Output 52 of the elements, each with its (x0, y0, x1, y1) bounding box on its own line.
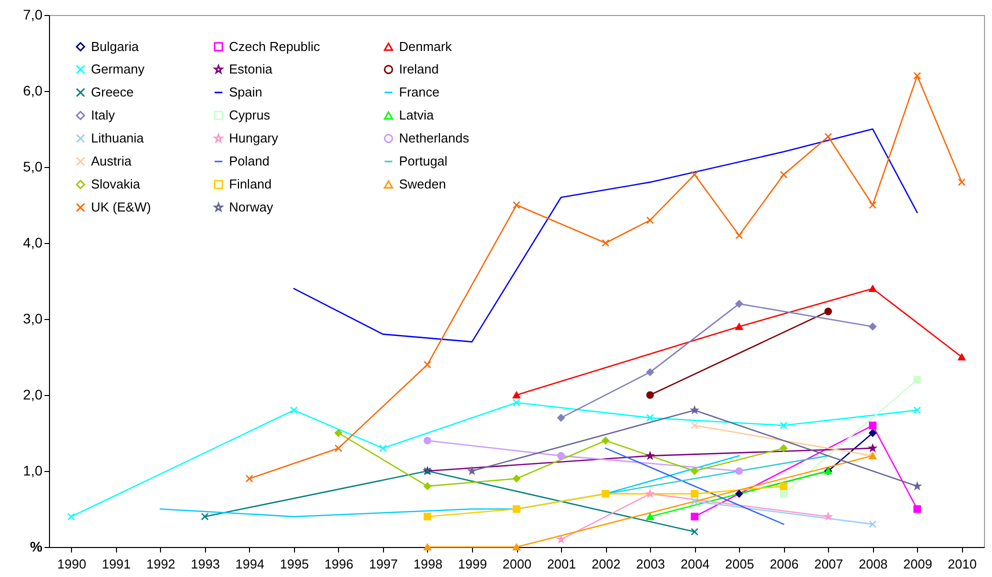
legend-label: Netherlands (399, 130, 470, 146)
x-tick-label: 1994 (235, 556, 264, 572)
legend-label: Norway (229, 200, 274, 214)
x-tick-label: 1997 (368, 556, 398, 572)
legend-label: Poland (229, 154, 270, 168)
y-tick-label: 5,0 (23, 158, 43, 174)
x-tick-label: 2007 (814, 556, 844, 572)
y-tick-label: 7,0 (23, 6, 43, 22)
legend-label: Germany (91, 62, 145, 76)
x-tick-label: 1990 (57, 556, 86, 572)
legend-label: Cyprus (229, 108, 271, 122)
legend-label: Italy (91, 108, 116, 122)
x-tick-label: 2006 (770, 556, 799, 572)
x-tick-label: 2004 (680, 556, 710, 572)
y-tick-label: 6,0 (23, 82, 43, 98)
y-tick-label: 3,0 (23, 310, 43, 326)
legend-label: Finland (229, 176, 272, 192)
legend-label: Bulgaria (91, 38, 140, 54)
x-tick-label: 1992 (146, 556, 176, 572)
y-tick-label: 2,0 (23, 386, 43, 402)
x-tick-label: 1995 (280, 556, 309, 572)
y-tick-label: 1,0 (23, 462, 43, 478)
legend-label: Greece (91, 84, 134, 100)
legend-label: Portugal (399, 154, 448, 168)
x-tick-label: 2000 (502, 556, 532, 572)
x-tick-label: 2002 (592, 556, 621, 572)
legend-label: Slovakia (91, 176, 141, 192)
legend-label: UK (E&W) (91, 200, 151, 214)
legend-label: Lithuania (91, 130, 145, 146)
legend-label: Denmark (399, 38, 452, 54)
x-tick-label: 1998 (413, 556, 442, 572)
legend-label: Austria (91, 154, 132, 168)
y-tick-label: 4,0 (23, 234, 43, 250)
legend-label: Ireland (399, 62, 439, 76)
legend-label: Czech Republic (229, 38, 321, 54)
x-tick-label: 2001 (547, 556, 576, 572)
x-tick-label: 1993 (190, 556, 220, 572)
legend-label: Estonia (229, 62, 274, 76)
legend-label: Spain (229, 84, 262, 100)
y-tick-label: % (30, 538, 44, 554)
x-tick-label: 2003 (636, 556, 666, 572)
legend-label: France (399, 84, 440, 100)
legend-label: Latvia (399, 108, 434, 122)
x-tick-label: 2008 (858, 556, 888, 572)
legend-label: Sweden (399, 176, 446, 192)
x-tick-label: 1991 (102, 556, 131, 572)
x-tick-label: 1999 (458, 556, 487, 572)
legend-label: Hungary (229, 130, 279, 146)
x-tick-label: 1996 (324, 556, 354, 572)
x-tick-label: 2005 (725, 556, 754, 572)
x-tick-label: 2010 (948, 556, 977, 572)
x-tick-label: 2009 (903, 556, 932, 572)
